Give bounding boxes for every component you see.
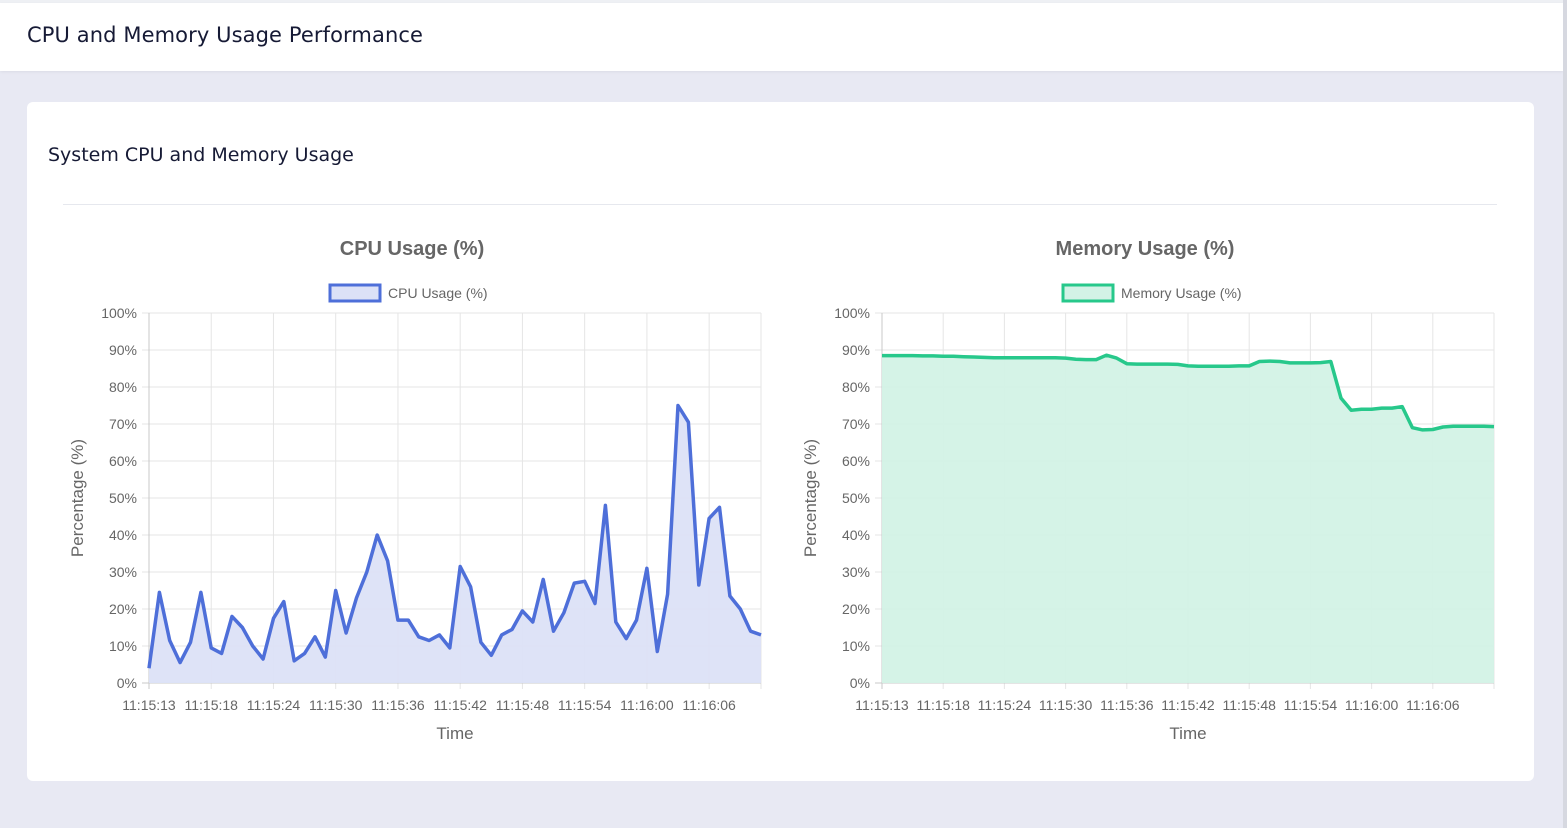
y-tick-label: 20% [109,601,137,617]
y-tick-label: 100% [834,305,870,321]
x-tick-label: 11:15:18 [916,697,970,713]
x-tick-label: 11:16:00 [620,697,674,713]
chart-title: Memory Usage (%) [1056,238,1235,260]
y-tick-label: 80% [109,379,137,395]
series-line [147,403,762,669]
y-tick-label: 40% [109,527,137,543]
x-axis-title: Time [1169,724,1206,743]
x-tick-label: 11:16:06 [1406,697,1460,713]
y-tick-label: 100% [101,305,137,321]
chart-title: CPU Usage (%) [340,238,484,260]
y-tick-label: 70% [842,416,870,432]
y-tick-label: 10% [842,638,870,654]
window-scrollbar[interactable] [1563,0,1567,828]
x-tick-label: 11:15:30 [309,697,363,713]
x-tick-label: 11:15:36 [371,697,425,713]
y-tick-label: 90% [842,342,870,358]
y-tick-label: 30% [109,564,137,580]
y-tick-label: 50% [109,490,137,506]
y-tick-label: 30% [842,564,870,580]
x-axis-title: Time [436,724,473,743]
window-top-strip [0,0,1563,3]
y-tick-label: 20% [842,601,870,617]
y-tick-label: 40% [842,527,870,543]
x-tick-label: 11:15:24 [247,697,301,713]
y-tick-label: 70% [109,416,137,432]
series-area [882,355,1494,683]
legend-label: Memory Usage (%) [1121,285,1242,301]
card-divider [63,204,1497,205]
x-tick-label: 11:16:06 [682,697,736,713]
x-tick-label: 11:15:36 [1100,697,1154,713]
y-tick-label: 90% [109,342,137,358]
y-tick-label: 60% [109,453,137,469]
y-tick-label: 60% [842,453,870,469]
legend-swatch [328,283,382,303]
y-tick-label: 80% [842,379,870,395]
y-tick-label: 0% [117,675,137,691]
x-tick-label: 11:16:00 [1345,697,1399,713]
memory-usage-chart: Memory Usage (%) Memory Usage (%) 0% 10% 20%… [801,238,1495,743]
x-tick-label: 11:15:54 [1284,697,1338,713]
x-tick-label: 11:15:24 [978,697,1032,713]
x-tick-label: 11:15:13 [855,697,909,713]
x-tick-label: 11:15:30 [1039,697,1093,713]
page-title: CPU and Memory Usage Performance [27,23,424,47]
legend-label: CPU Usage (%) [388,285,488,301]
y-tick-label: 50% [842,490,870,506]
y-tick-label: 10% [109,638,137,654]
x-tick-label: 11:15:18 [185,697,239,713]
cpu-usage-chart: CPU Usage (%) CPU Usage (%) 0% 10% 20% 30% 40%… [68,238,762,743]
page-header: CPU and Memory Usage Performance [0,3,1563,71]
card-title: System CPU and Memory Usage [48,144,354,166]
legend-swatch [1061,283,1115,303]
x-tick-label: 11:15:54 [558,697,612,713]
y-tick-label: 0% [850,675,870,691]
x-tick-label: 11:15:48 [496,697,550,713]
y-axis-title: Percentage (%) [68,439,87,557]
x-tick-label: 11:15:48 [1222,697,1276,713]
series-area [149,405,761,683]
series-line [882,353,1495,432]
x-tick-label: 11:15:42 [1161,697,1215,713]
x-tick-label: 11:15:42 [433,697,487,713]
y-axis-title: Percentage (%) [801,439,820,557]
x-tick-label: 11:15:13 [122,697,176,713]
